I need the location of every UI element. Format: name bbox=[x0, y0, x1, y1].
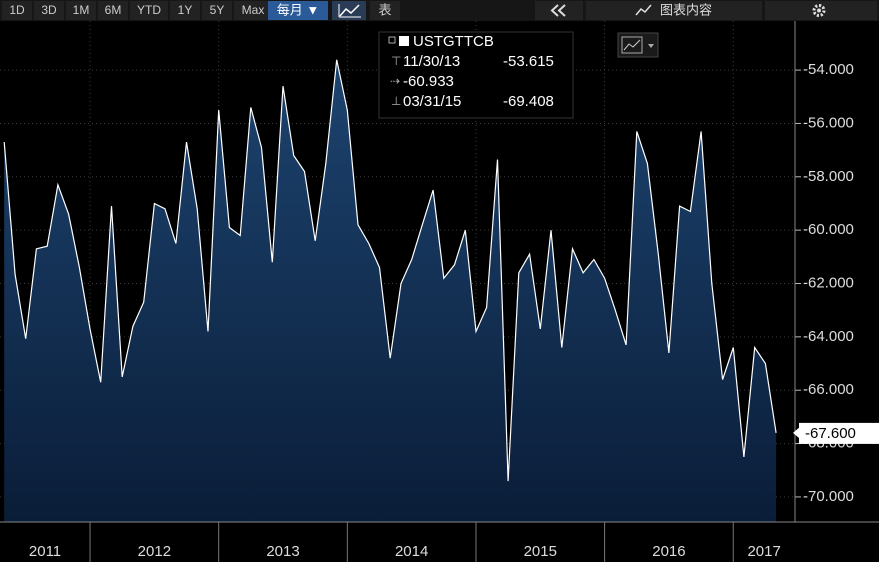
range-button[interactable] bbox=[98, 1, 128, 20]
collapse-icon bbox=[550, 4, 559, 17]
period-button[interactable] bbox=[268, 1, 328, 20]
range-button[interactable] bbox=[234, 1, 272, 20]
legend-average: -60.933 bbox=[403, 73, 454, 90]
legend-high: -53.615 bbox=[503, 53, 554, 70]
table-label: 表 bbox=[378, 2, 391, 17]
line-chart-icon bbox=[339, 4, 360, 17]
x-tick-label: 2013 bbox=[266, 543, 299, 560]
area-fill bbox=[4, 59, 777, 523]
last-value-label: -67.600 bbox=[805, 425, 856, 442]
legend-toggle[interactable] bbox=[388, 36, 396, 44]
last-value-box bbox=[799, 422, 879, 444]
series-line bbox=[3, 59, 777, 482]
x-tick-label: 2015 bbox=[524, 543, 557, 560]
y-tick-label: -56.000 bbox=[803, 114, 854, 131]
chart-type-icon bbox=[623, 39, 641, 51]
y-tick-label: -70.000 bbox=[803, 488, 854, 505]
legend-box bbox=[378, 31, 574, 119]
range-label: 1D bbox=[9, 3, 25, 17]
y-tick-label: -60.000 bbox=[803, 221, 854, 238]
x-tick-label: 2017 bbox=[747, 543, 780, 560]
dropdown-arrow bbox=[648, 44, 654, 48]
range-label: YTD bbox=[137, 3, 161, 17]
range-label: 3D bbox=[41, 3, 57, 17]
y-tick-label: -64.000 bbox=[803, 328, 854, 345]
y-tick-label: -66.000 bbox=[803, 381, 854, 398]
legend-icon: ⇢ bbox=[390, 74, 400, 88]
legend-icon: ⊥ bbox=[391, 94, 401, 108]
chart-type-icon bbox=[621, 36, 643, 54]
legend-low-date: 03/31/15 bbox=[403, 93, 461, 110]
legend-low: -69.408 bbox=[503, 93, 554, 110]
table-button[interactable] bbox=[370, 1, 400, 20]
settings-icon bbox=[812, 4, 826, 17]
range-button[interactable] bbox=[34, 1, 64, 20]
legend-swatch bbox=[399, 36, 409, 46]
collapse-icon bbox=[557, 4, 566, 17]
range-button[interactable] bbox=[66, 1, 96, 20]
legend-icon: ⊤ bbox=[391, 54, 401, 68]
legend-name: USTGTTCB bbox=[413, 33, 494, 50]
range-label: 6M bbox=[105, 3, 122, 17]
range-button[interactable] bbox=[170, 1, 200, 20]
y-tick-label: -54.000 bbox=[803, 61, 854, 78]
x-tick-label: 2012 bbox=[138, 543, 171, 560]
y-tick-label: -58.000 bbox=[803, 168, 854, 185]
contents-button[interactable] bbox=[586, 1, 762, 20]
range-label: Max bbox=[242, 3, 265, 17]
range-label: 1Y bbox=[178, 3, 193, 17]
y-tick-label: -62.000 bbox=[803, 274, 854, 291]
range-button[interactable] bbox=[130, 1, 168, 20]
legend-high-date: 11/30/13 bbox=[403, 53, 460, 70]
range-label: 5Y bbox=[210, 3, 225, 17]
x-tick-label: 2014 bbox=[395, 543, 428, 560]
contents-label: 图表内容 bbox=[660, 2, 712, 17]
range-button[interactable] bbox=[2, 1, 32, 20]
settings-icon bbox=[817, 8, 821, 13]
period-label: 每月 ▼ bbox=[277, 2, 319, 17]
contents-icon bbox=[635, 4, 652, 16]
range-button[interactable] bbox=[202, 1, 232, 20]
x-tick-label: 2016 bbox=[652, 543, 685, 560]
range-label: 1M bbox=[73, 3, 90, 17]
x-tick-label: 2011 bbox=[29, 543, 61, 560]
last-value-pointer bbox=[793, 426, 800, 439]
